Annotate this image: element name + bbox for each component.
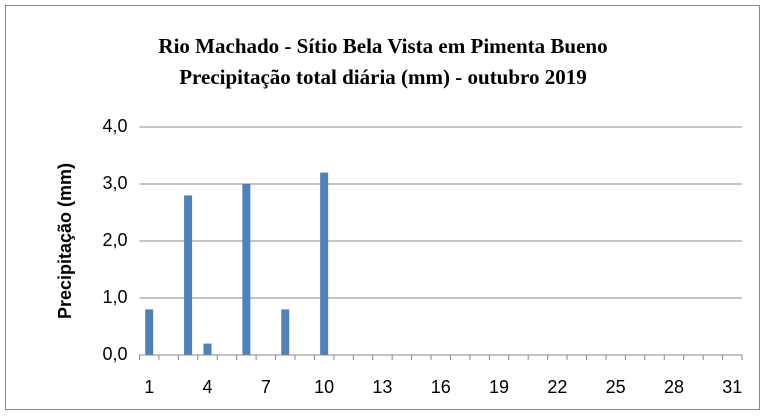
bar	[203, 343, 212, 355]
x-tick-label: 19	[489, 377, 509, 397]
x-tick-label: 4	[203, 377, 213, 397]
x-tick-label: 28	[664, 377, 684, 397]
y-tick-label: 0,0	[102, 344, 127, 364]
y-axis-label: Precipitação (mm)	[55, 163, 75, 319]
bar	[281, 309, 290, 355]
bar	[242, 184, 251, 355]
x-tick-label: 7	[261, 377, 271, 397]
chart-title: Rio Machado - Sítio Bela Vista em Piment…	[158, 34, 607, 58]
bar	[145, 309, 154, 355]
y-tick-label: 1,0	[102, 287, 127, 307]
x-tick-label: 25	[606, 377, 626, 397]
bar	[184, 195, 193, 355]
x-tick-label: 16	[431, 377, 451, 397]
bar	[320, 172, 329, 355]
x-tick-label: 31	[722, 377, 742, 397]
x-tick-label: 1	[144, 377, 154, 397]
x-tick-label: 13	[372, 377, 392, 397]
chart-border	[5, 5, 760, 410]
x-tick-label: 22	[547, 377, 567, 397]
y-tick-label: 2,0	[102, 230, 127, 250]
y-tick-label: 4,0	[102, 116, 127, 136]
chart-subtitle: Precipitação total diária (mm) - outubro…	[179, 65, 587, 89]
y-tick-label: 3,0	[102, 173, 127, 193]
x-tick-label: 10	[314, 377, 334, 397]
